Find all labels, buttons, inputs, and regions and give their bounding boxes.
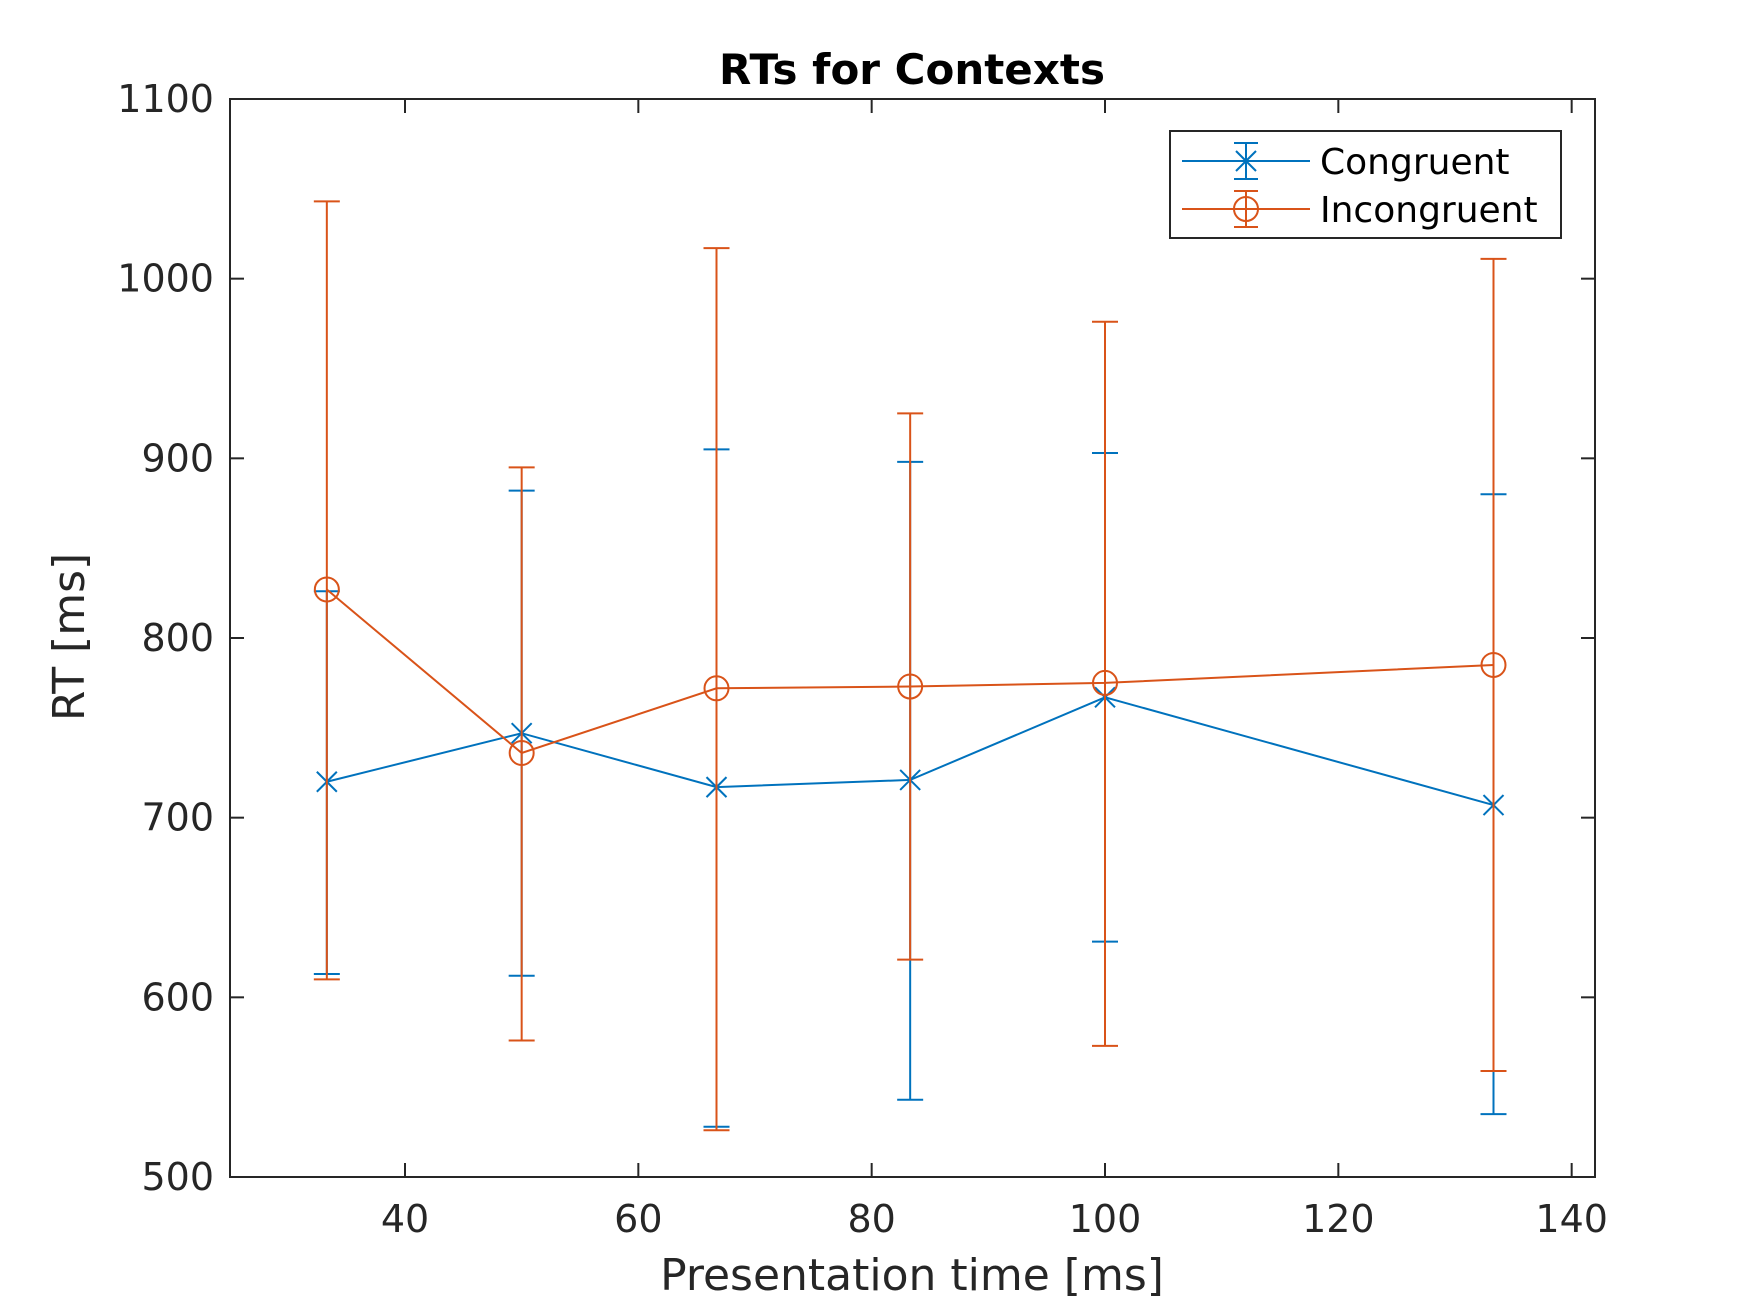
legend-marker [1233, 196, 1259, 222]
legend-item: Incongruent [1182, 190, 1538, 231]
y-tick-label: 800 [141, 616, 214, 660]
data-point [1480, 651, 1507, 678]
y-tick-label: 900 [141, 436, 214, 480]
x-tick-label: 100 [1069, 1197, 1142, 1241]
legend-item: Congruent [1182, 142, 1510, 183]
plot-area [230, 99, 1595, 1177]
chart-title: RTs for Contexts [719, 45, 1105, 94]
y-axis-label: RT [ms] [44, 553, 95, 721]
series-incongruent [313, 200, 1507, 1132]
x-tick-label: 60 [614, 1197, 662, 1241]
y-tick-label: 500 [141, 1155, 214, 1199]
data-point [703, 675, 730, 702]
x-tick-label: 120 [1302, 1197, 1375, 1241]
data-point [897, 673, 924, 700]
legend-marker [1235, 150, 1257, 172]
series-layer [313, 200, 1507, 1132]
x-tick-label: 140 [1535, 1197, 1608, 1241]
series-line [326, 696, 1494, 807]
data-point [313, 576, 340, 603]
legend-label: Congruent [1320, 142, 1510, 183]
series-line [326, 588, 1494, 755]
y-tick-label: 1000 [117, 257, 214, 301]
data-point [508, 739, 535, 766]
axes-box [229, 98, 1596, 1178]
y-tick-label: 700 [141, 796, 214, 840]
x-axis-label: Presentation time [ms] [660, 1250, 1164, 1301]
y-tick-label: 1100 [117, 77, 214, 121]
legend-label: Incongruent [1320, 190, 1538, 231]
data-point [1092, 669, 1118, 696]
legend-box [1169, 130, 1562, 239]
x-tick-label: 80 [847, 1197, 895, 1241]
x-tick-label: 40 [381, 1197, 429, 1241]
y-tick-label: 600 [141, 975, 214, 1019]
tick-labels: 40 60 80 100 120 140 500 600 700 800 900 1000 1100 [117, 77, 1608, 1241]
legend: Congruent Incongruent [1169, 130, 1562, 239]
